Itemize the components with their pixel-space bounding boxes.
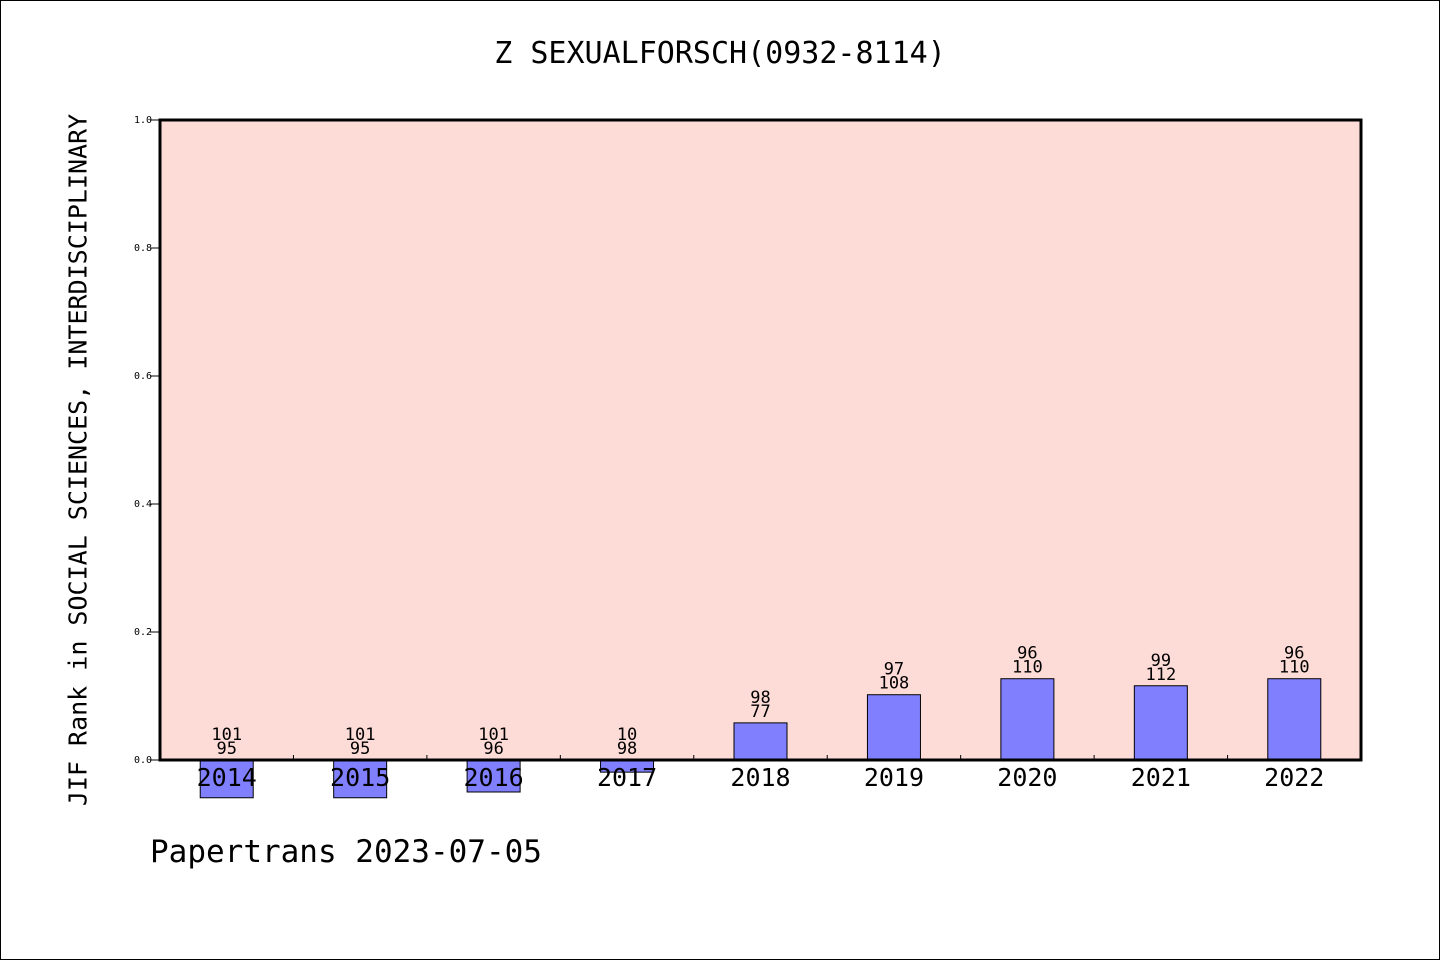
- plot-frame: [158, 118, 1363, 762]
- data-label-rank: 95: [350, 739, 370, 759]
- x-tick-label: 2017: [597, 763, 657, 792]
- data-label-rank: 110: [1279, 658, 1310, 678]
- data-label-rank: 96: [483, 739, 503, 759]
- data-label-rank: 112: [1145, 665, 1176, 685]
- chart-title: Z SEXUALFORSCH(0932-8114): [494, 36, 946, 71]
- bar: [466, 759, 521, 793]
- x-tick-label: 2020: [997, 763, 1057, 792]
- data-label-total: 99: [1151, 651, 1171, 671]
- data-label-total: 101: [211, 725, 242, 745]
- x-tick-label: 2021: [1131, 763, 1191, 792]
- x-tick-label: 2016: [464, 763, 524, 792]
- data-label-rank: 110: [1012, 658, 1043, 678]
- data-label-total: 10: [617, 725, 637, 745]
- data-label-total: 97: [884, 660, 904, 680]
- x-tick-label: 2018: [730, 763, 790, 792]
- data-label-total: 96: [1017, 644, 1037, 664]
- data-label-rank: 95: [216, 739, 236, 759]
- x-tick-label: 2019: [864, 763, 924, 792]
- bar: [1267, 678, 1322, 761]
- bar: [199, 759, 254, 799]
- bar: [1000, 678, 1055, 761]
- x-tick-label: 2022: [1264, 763, 1324, 792]
- data-label-total: 101: [478, 725, 509, 745]
- y-tick-label: 0.4: [134, 499, 152, 510]
- y-tick-label: 0.2: [134, 627, 152, 638]
- footer-credit: Papertrans 2023-07-05: [150, 834, 542, 870]
- data-label-total: 98: [750, 688, 770, 708]
- data-label-rank: 108: [879, 674, 910, 694]
- y-tick-label: 0.8: [134, 243, 152, 254]
- x-tick-label: 2015: [330, 763, 390, 792]
- data-label-rank: 98: [617, 739, 637, 759]
- bar: [733, 722, 788, 761]
- y-tick-label: 1.0: [134, 115, 152, 126]
- data-label-rank: 77: [750, 702, 770, 722]
- data-label-total: 101: [345, 725, 376, 745]
- bar: [866, 694, 921, 761]
- bar: [1133, 685, 1188, 761]
- x-tick-label: 2014: [197, 763, 257, 792]
- y-tick-label: 0.0: [134, 755, 152, 766]
- data-label-total: 96: [1284, 644, 1304, 664]
- plot-area: [160, 120, 1361, 760]
- bar: [333, 759, 388, 799]
- y-tick-label: 0.6: [134, 371, 152, 382]
